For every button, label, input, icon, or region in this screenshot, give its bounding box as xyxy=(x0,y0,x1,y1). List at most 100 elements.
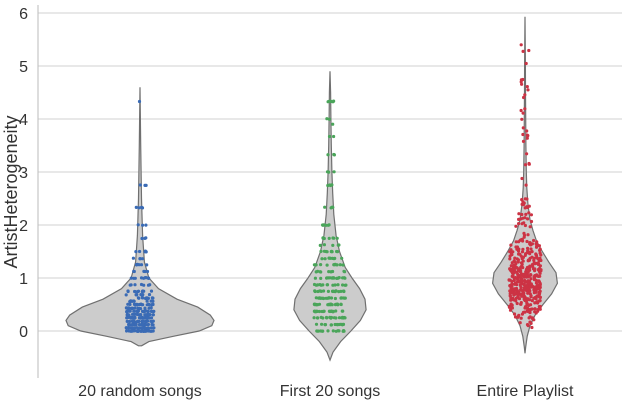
strip-point xyxy=(331,310,335,314)
strip-point xyxy=(149,316,154,320)
strip-point xyxy=(535,300,540,304)
strip-point xyxy=(515,270,519,274)
strip-point xyxy=(335,249,339,254)
strip-point xyxy=(131,256,135,260)
strip-point xyxy=(136,319,140,323)
strip-point xyxy=(529,213,534,217)
strip-point xyxy=(524,163,528,167)
strip-point xyxy=(519,43,523,47)
strip-point xyxy=(128,283,132,287)
strip-point xyxy=(529,219,534,224)
strip-point xyxy=(341,263,345,267)
strip-point xyxy=(530,250,534,254)
y-tick-labels: 0 1 2 3 4 5 6 xyxy=(19,6,28,341)
strip-point xyxy=(526,303,531,307)
strip-point xyxy=(143,249,147,253)
strip-point xyxy=(133,289,137,294)
strip-point xyxy=(332,170,336,174)
strip-point xyxy=(143,276,147,280)
strip-point xyxy=(530,325,534,330)
strip-point xyxy=(315,303,320,307)
strip-point xyxy=(529,277,533,281)
strip-point xyxy=(313,289,317,293)
strip-point xyxy=(331,329,335,333)
strip-point xyxy=(532,261,536,265)
strip-point xyxy=(508,267,512,271)
strip-point xyxy=(327,170,331,174)
strip-point xyxy=(136,310,140,314)
strip-point xyxy=(520,198,524,202)
strip-point xyxy=(537,262,541,267)
strip-point xyxy=(128,319,132,324)
strip-point xyxy=(528,307,533,311)
strip-point xyxy=(139,263,144,267)
strip-point xyxy=(319,283,323,287)
strip-point xyxy=(514,245,518,249)
strip-point xyxy=(136,306,140,310)
strip-point xyxy=(536,268,540,272)
violin-body xyxy=(65,87,215,347)
strip-point xyxy=(319,276,323,280)
strip-point xyxy=(517,297,522,301)
strip-point xyxy=(341,309,345,313)
strip-point xyxy=(312,282,317,287)
strip-point xyxy=(531,264,535,269)
strip-point xyxy=(533,307,537,311)
strip-point xyxy=(519,108,523,113)
strip-point xyxy=(528,289,532,293)
y-tick-label: 3 xyxy=(19,165,28,182)
strip-point xyxy=(325,316,329,320)
strip-point xyxy=(342,269,346,273)
strip-point xyxy=(136,223,140,227)
strip-point xyxy=(525,323,530,327)
strip-point xyxy=(149,306,153,310)
strip-point xyxy=(520,82,524,86)
strip-point xyxy=(526,281,530,285)
strip-point xyxy=(340,256,344,260)
strip-point xyxy=(517,217,521,221)
strip-point xyxy=(132,269,136,274)
strip-point xyxy=(133,315,137,319)
strip-point xyxy=(523,107,527,111)
strip-point xyxy=(528,256,532,260)
strip-point xyxy=(527,211,531,215)
strip-point xyxy=(536,274,541,278)
strip-point xyxy=(132,329,136,333)
strip-point xyxy=(315,316,320,320)
strip-point xyxy=(317,309,322,314)
strip-point xyxy=(326,329,330,333)
strip-point xyxy=(325,263,329,267)
strip-point xyxy=(518,280,522,284)
strip-point xyxy=(521,266,525,270)
strip-point xyxy=(520,294,524,298)
strip-point xyxy=(527,161,531,166)
strip-point xyxy=(324,296,328,300)
strip-point xyxy=(526,270,530,274)
strip-point xyxy=(343,296,347,300)
strip-point xyxy=(131,326,135,330)
strip-point xyxy=(337,329,341,333)
strip-point xyxy=(529,282,533,286)
strip-point xyxy=(144,320,148,324)
strip-point xyxy=(331,236,335,240)
strip-point xyxy=(525,284,529,288)
strip-point xyxy=(330,205,334,209)
strip-point xyxy=(340,315,345,319)
strip-point xyxy=(537,292,541,296)
strip-point xyxy=(326,303,330,307)
strip-point xyxy=(520,279,524,283)
strip-point xyxy=(537,279,541,283)
strip-point xyxy=(526,246,530,250)
strip-point xyxy=(510,303,514,307)
strip-point xyxy=(127,323,131,327)
strip-point xyxy=(343,283,347,287)
y-tick-label: 4 xyxy=(19,112,28,129)
strip-point xyxy=(520,312,525,316)
strip-point xyxy=(510,291,514,295)
strip-point xyxy=(510,306,514,310)
strip-point xyxy=(132,309,136,313)
strip-point xyxy=(323,205,327,209)
strip-point xyxy=(327,223,331,227)
strip-point xyxy=(133,283,137,287)
strip-point xyxy=(516,258,521,262)
